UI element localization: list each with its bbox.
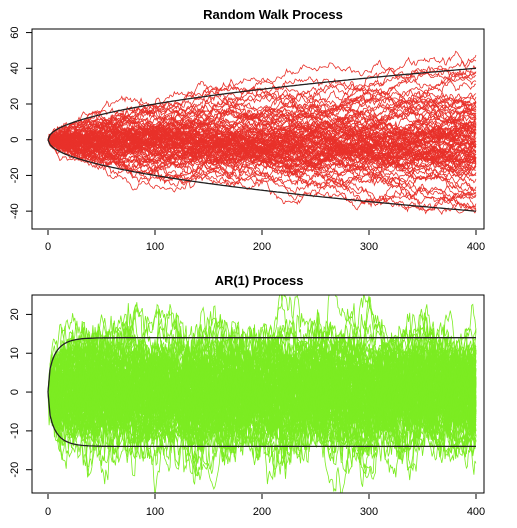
ar1-y-tick-label: -10 (9, 423, 21, 439)
random-walk-series-line (47, 127, 477, 163)
ar1-series-line (47, 337, 477, 469)
ar1-y-tick-label: 0 (9, 389, 21, 395)
random-walk-y-tick-label: 60 (9, 26, 21, 38)
ar1-x-tick-label: 0 (45, 506, 51, 518)
ar1-x-tick-label: 300 (360, 506, 378, 518)
random-walk-x-tick-label: 300 (360, 241, 378, 253)
random-walk-series-line (47, 139, 477, 215)
random-walk-series-line (47, 122, 477, 168)
random-walk-series-line (47, 112, 476, 168)
random-walk-series-line (47, 131, 477, 167)
random-walk-y-tick-label: -20 (9, 167, 21, 183)
random-walk-plot-frame (31, 28, 485, 230)
ar1-axes: 0 100 200 300 400 -20 -10 0 10 20 (9, 308, 485, 518)
random-walk-x-tick-label: 400 (467, 241, 485, 253)
random-walk-y-tick-label: 20 (9, 98, 21, 110)
random-walk-lower-envelope (47, 139, 477, 212)
random-walk-title: Random Walk Process (203, 7, 343, 22)
random-walk-envelope-group (47, 67, 477, 212)
ar1-x-tick-label: 200 (253, 506, 271, 518)
random-walk-y-tick-label: -40 (9, 203, 21, 219)
ar1-x-tick-label: 100 (146, 506, 164, 518)
ar1-y-tick-label: 10 (9, 347, 21, 359)
ar1-x-tick-label: 400 (467, 506, 485, 518)
random-walk-y-tick-label: 0 (9, 137, 21, 143)
random-walk-panel: Random Walk Process 0 100 200 300 400-40-200… (9, 7, 485, 253)
random-walk-series-line (47, 135, 477, 209)
random-walk-series-line (47, 124, 477, 170)
ar1-y-tick-label: 20 (9, 308, 21, 320)
random-walk-series-line (47, 91, 477, 173)
random-walk-series-line (47, 106, 477, 140)
ar1-envelope-group (47, 337, 476, 448)
random-walk-y-tick-label: 40 (9, 62, 21, 74)
random-walk-series-line (47, 120, 477, 163)
random-walk-x-tick-label: 100 (146, 241, 164, 253)
random-walk-axes: 0 100 200 300 400 -40 -20 0 20 40 60 (9, 26, 485, 253)
random-walk-series-line (47, 130, 477, 178)
random-walk-series-line (47, 59, 477, 145)
ar1-series-line (47, 340, 477, 468)
ar1-upper-envelope (47, 337, 476, 393)
ar1-lower-envelope (47, 392, 476, 448)
ar1-series-line (47, 321, 477, 458)
random-walk-series-line (47, 76, 477, 141)
random-walk-x-tick-label: 0 (45, 241, 51, 253)
random-walk-series-line (47, 139, 477, 205)
ar1-plot-frame (31, 294, 485, 494)
random-walk-series-line (47, 126, 477, 156)
ar1-title: AR(1) Process (215, 273, 304, 288)
random-walk-series-line (47, 69, 477, 155)
random-walk-series-line (47, 137, 477, 211)
random-walk-x-tick-label: 200 (253, 241, 271, 253)
ar1-y-tick-label: -20 (9, 462, 21, 478)
random-walk-series-group (47, 50, 477, 216)
random-walk-series-line (47, 139, 477, 187)
ar1-panel: AR(1) Process 0 100 200 300 400 -20 -10 0 10 20 (9, 273, 485, 518)
random-walk-upper-envelope (47, 67, 477, 140)
ar1-series-group (47, 295, 477, 493)
random-walk-series-line (47, 105, 477, 168)
random-walk-series-line (47, 50, 477, 144)
